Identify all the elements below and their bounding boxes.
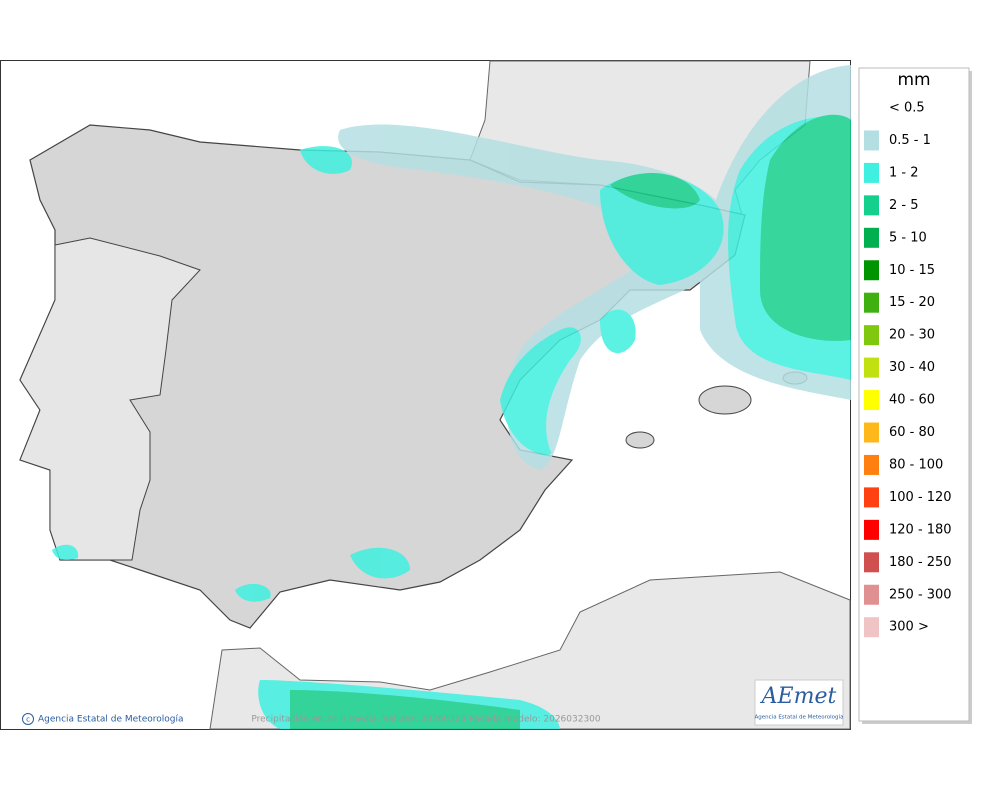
legend-swatch xyxy=(864,260,879,281)
legend-label: 5 - 10 xyxy=(889,230,927,245)
legend-label: 30 - 40 xyxy=(889,360,935,375)
legend-label: 80 - 100 xyxy=(889,457,943,472)
legend-label: < 0.5 xyxy=(889,101,925,116)
legend-label: 10 - 15 xyxy=(889,263,935,278)
precip-heavy xyxy=(610,173,700,209)
legend-swatch xyxy=(864,519,879,540)
logo-subtitle: Agencia Estatal de Meteorología xyxy=(755,714,844,721)
legend-label: 2 - 5 xyxy=(889,198,919,213)
portugal xyxy=(19,237,201,561)
legend-swatch xyxy=(864,292,879,313)
map: c Agencia Estatal de Meteorología Precip… xyxy=(0,60,851,730)
legend-label: 40 - 60 xyxy=(889,393,935,408)
legend-label: 250 - 300 xyxy=(889,587,952,602)
legend-label: 120 - 180 xyxy=(889,522,952,537)
copyright-icon xyxy=(22,713,34,725)
precip-mod xyxy=(350,547,410,579)
legend-label: 20 - 30 xyxy=(889,328,935,343)
legend-swatch xyxy=(864,584,879,605)
precip-mod xyxy=(235,583,271,602)
credit: Agencia Estatal de Meteorología xyxy=(38,715,184,725)
legend-swatch xyxy=(864,487,879,508)
legend-swatch xyxy=(864,162,879,183)
legend-swatch xyxy=(864,454,879,475)
legend-label: 0.5 - 1 xyxy=(889,133,931,148)
legend-swatch xyxy=(864,325,879,346)
legend-swatch xyxy=(864,617,879,638)
precip-mod xyxy=(500,327,581,455)
copyright-c: c xyxy=(26,716,30,724)
caption: Precipitación en 24 h media. Validez: 20… xyxy=(251,714,601,725)
legend-swatch xyxy=(864,552,879,573)
legend-label: 180 - 250 xyxy=(889,555,952,570)
precip-mod xyxy=(600,309,636,354)
legend-swatch xyxy=(864,130,879,151)
precipitation xyxy=(52,65,851,729)
legend-swatch xyxy=(864,195,879,216)
legend-label: 15 - 20 xyxy=(889,295,935,310)
legend-swatch xyxy=(864,227,879,248)
legend-label: 1 - 2 xyxy=(889,165,919,180)
logo-box xyxy=(754,679,844,726)
mallorca xyxy=(698,385,752,415)
precip-mod xyxy=(52,544,79,560)
legend-label: 100 - 120 xyxy=(889,490,952,505)
ibiza xyxy=(625,431,655,449)
legend-swatch xyxy=(864,422,879,443)
legend-label: 300 > xyxy=(889,620,929,635)
legend: mm < 0.5 0.5 - 1 1 - 2 2 - 5 5 - 10 10 - 15 15… xyxy=(858,67,972,724)
logo-name: AEmet xyxy=(760,684,837,709)
legend-label: 60 - 80 xyxy=(889,425,935,440)
precip-heavy xyxy=(290,690,520,729)
legend-swatch xyxy=(864,390,879,411)
legend-swatch xyxy=(864,357,879,378)
precip-mod xyxy=(300,146,352,174)
legend-title: mm xyxy=(897,70,930,90)
precip-heavy xyxy=(760,114,851,341)
